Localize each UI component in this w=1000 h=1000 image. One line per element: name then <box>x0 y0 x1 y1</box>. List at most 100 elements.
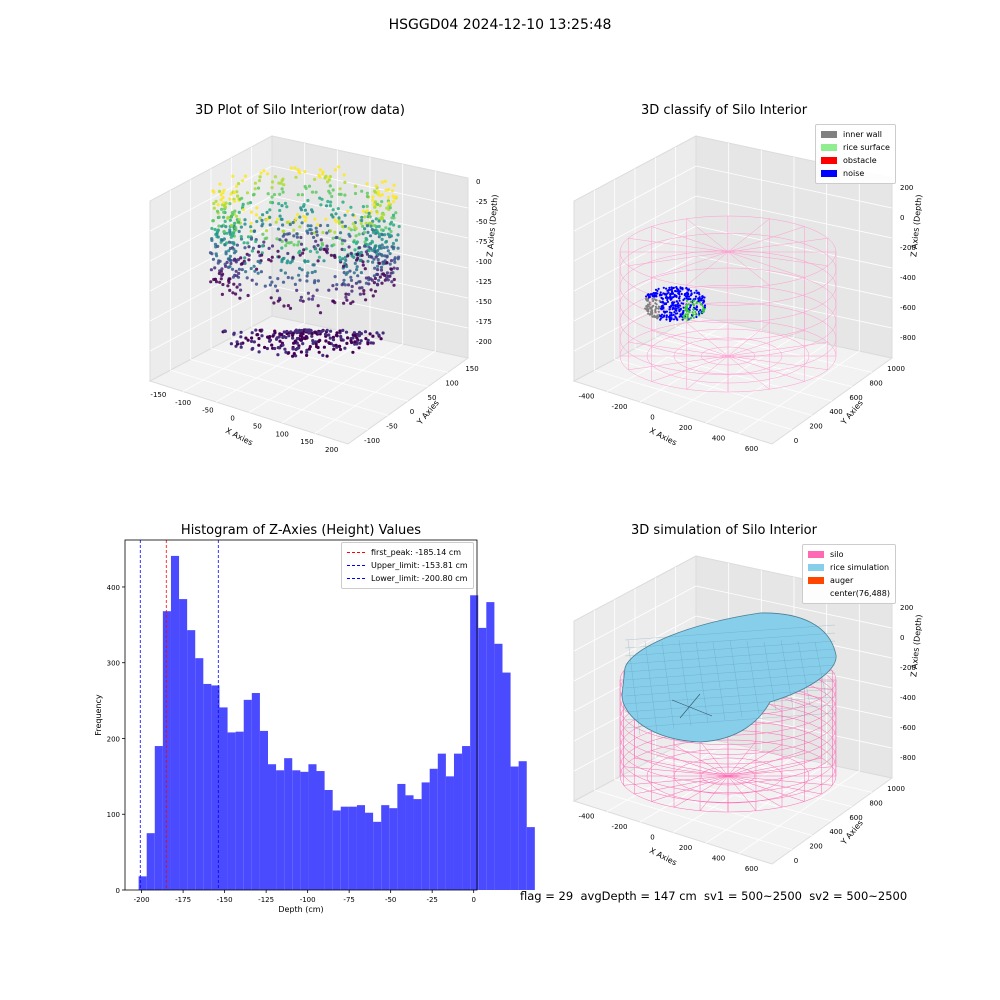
panel2-point <box>656 292 659 295</box>
panel1-point <box>235 340 239 344</box>
panel1-point <box>266 172 270 176</box>
panel2-silo-wireframe-top-spoke <box>686 218 729 253</box>
panel1-point <box>300 221 304 225</box>
panel1-point <box>270 343 274 347</box>
panel4-auger <box>671 699 713 717</box>
panel2-point <box>647 312 650 315</box>
panel1-point <box>378 275 382 279</box>
panel1-point <box>294 217 298 221</box>
panel1-point <box>235 274 239 278</box>
legend-label: Upper_limit: -153.81 cm <box>371 561 468 570</box>
panel2-point <box>665 318 668 321</box>
panel1-point <box>278 214 282 218</box>
histogram-y-tick-label: 300 <box>107 660 120 668</box>
panel1-point <box>237 218 241 222</box>
panel1-point <box>390 245 394 249</box>
panel2-point <box>689 316 693 319</box>
panel1-point <box>308 249 313 253</box>
panel2-point <box>689 294 693 297</box>
panel1-point <box>365 209 369 213</box>
panel1-point <box>373 224 377 228</box>
panel1-point <box>211 257 215 261</box>
panel1-point <box>285 220 289 224</box>
panel1-point <box>270 195 274 199</box>
histogram-bar <box>300 771 309 890</box>
panel2-y-tick: 0 <box>794 437 798 445</box>
panel2-point <box>665 287 668 290</box>
panel1-point <box>273 175 278 179</box>
panel1-point <box>234 260 238 264</box>
panel1-point <box>232 282 236 286</box>
panel1-point <box>260 218 264 222</box>
panel1-point <box>305 328 309 332</box>
panel1-point <box>231 291 235 295</box>
panel1-point <box>312 235 316 239</box>
panel2-point <box>675 286 678 289</box>
panel1-point <box>257 336 261 341</box>
panel2-legend: inner wall rice surface obstacle noise <box>815 124 896 184</box>
panel2-point <box>674 312 678 315</box>
panel2-point <box>655 295 658 298</box>
panel1-point <box>360 253 364 257</box>
panel1-point <box>377 224 381 229</box>
panel1-point <box>232 241 236 245</box>
panel1-point <box>343 180 347 184</box>
panel1-point <box>239 235 243 239</box>
panel1-point <box>315 345 319 349</box>
panel4-y-tick: 600 <box>849 814 862 822</box>
panel1-point <box>237 229 241 234</box>
panel1-point <box>369 277 373 281</box>
panel1-point <box>218 280 222 284</box>
legend-label: Lower_limit: -200.80 cm <box>371 574 468 583</box>
panel1-point <box>268 208 272 212</box>
panel2-point <box>651 297 654 300</box>
panel1-point <box>314 226 318 230</box>
panel1-point <box>307 297 311 301</box>
panel2-silo-wireframe-top-spoke <box>727 226 805 253</box>
panel1-point <box>303 208 307 212</box>
panel1-point <box>377 219 381 223</box>
panel1-point <box>280 246 284 250</box>
histogram-bar <box>510 766 519 890</box>
panel1-point <box>224 250 228 254</box>
panel1-x-tick: 100 <box>275 430 288 438</box>
panel2-z-tick: -400 <box>900 274 916 282</box>
panel1-point <box>227 249 231 253</box>
histogram-bar <box>235 731 244 890</box>
panel1-point <box>239 225 243 229</box>
panel1-point <box>250 347 254 351</box>
panel1-point <box>322 345 326 349</box>
panel2-point <box>678 297 681 300</box>
panel1-point <box>250 339 254 343</box>
panel1-point <box>324 217 328 221</box>
panel1-point <box>247 245 251 249</box>
panel2-point <box>670 290 674 293</box>
histogram-x-tick-label: -75 <box>343 896 354 904</box>
panel2-point <box>692 303 695 306</box>
panel1-point <box>280 260 284 264</box>
panel1-point <box>331 208 335 212</box>
panel1-point <box>338 258 342 262</box>
panel1-point <box>227 240 231 244</box>
panel2-point <box>675 290 679 293</box>
panel1-point <box>350 340 354 345</box>
panel1-point <box>297 273 301 277</box>
panel2-x-tick: 200 <box>679 424 692 432</box>
panel1-point <box>390 280 394 284</box>
panel2-point <box>694 307 697 310</box>
panel1-point <box>364 337 368 341</box>
histogram-bar <box>502 672 511 890</box>
panel1-point <box>305 350 309 354</box>
panel1-point <box>385 271 389 275</box>
panel1-point <box>365 191 369 195</box>
panel1-point <box>232 190 237 194</box>
histogram-bar <box>170 555 180 890</box>
panel4-legend: silo rice simulation auger center(76,488… <box>802 544 896 604</box>
panel1-point <box>264 229 269 233</box>
panel1-point <box>228 202 232 206</box>
panel2-point <box>697 300 700 303</box>
panel1-point <box>255 333 259 337</box>
panel1-point <box>281 190 285 194</box>
panel1-point <box>335 283 339 287</box>
panel1-point <box>276 346 280 350</box>
